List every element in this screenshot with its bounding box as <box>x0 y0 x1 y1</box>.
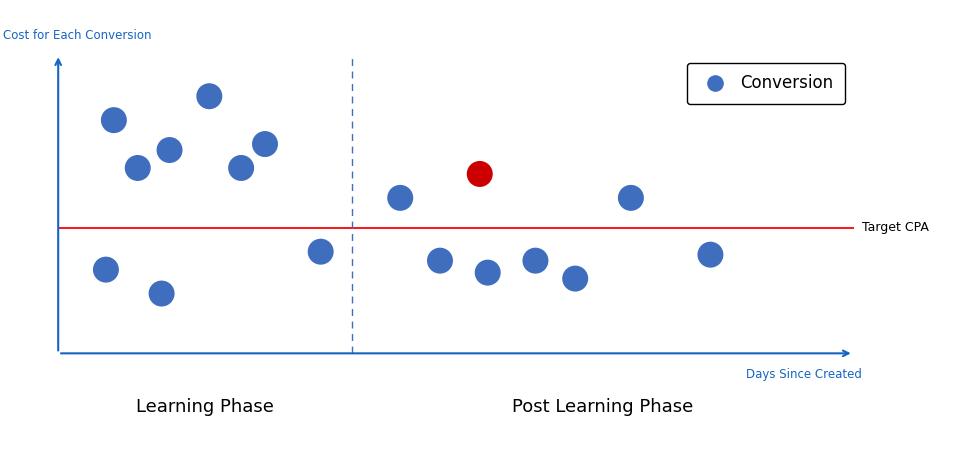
Point <box>234 164 249 172</box>
Text: Learning Phase: Learning Phase <box>137 398 274 416</box>
Text: Post Learning Phase: Post Learning Phase <box>512 398 693 416</box>
Point <box>162 146 177 154</box>
Point <box>392 194 408 202</box>
Point <box>202 92 217 100</box>
Point <box>313 248 328 255</box>
Point <box>702 251 717 258</box>
Point <box>480 269 495 276</box>
Point <box>472 170 487 178</box>
Legend: Conversion: Conversion <box>686 63 844 104</box>
Text: Days Since Created: Days Since Created <box>745 368 860 381</box>
Point <box>98 266 113 273</box>
Point <box>527 257 543 264</box>
Point <box>257 140 272 148</box>
Point <box>106 116 121 124</box>
Text: Target CPA: Target CPA <box>860 221 927 234</box>
Point <box>622 194 638 202</box>
Point <box>154 290 170 297</box>
Point <box>432 257 448 264</box>
Point <box>130 164 145 172</box>
Point <box>567 275 582 282</box>
Text: Cost for Each Conversion: Cost for Each Conversion <box>3 29 151 43</box>
